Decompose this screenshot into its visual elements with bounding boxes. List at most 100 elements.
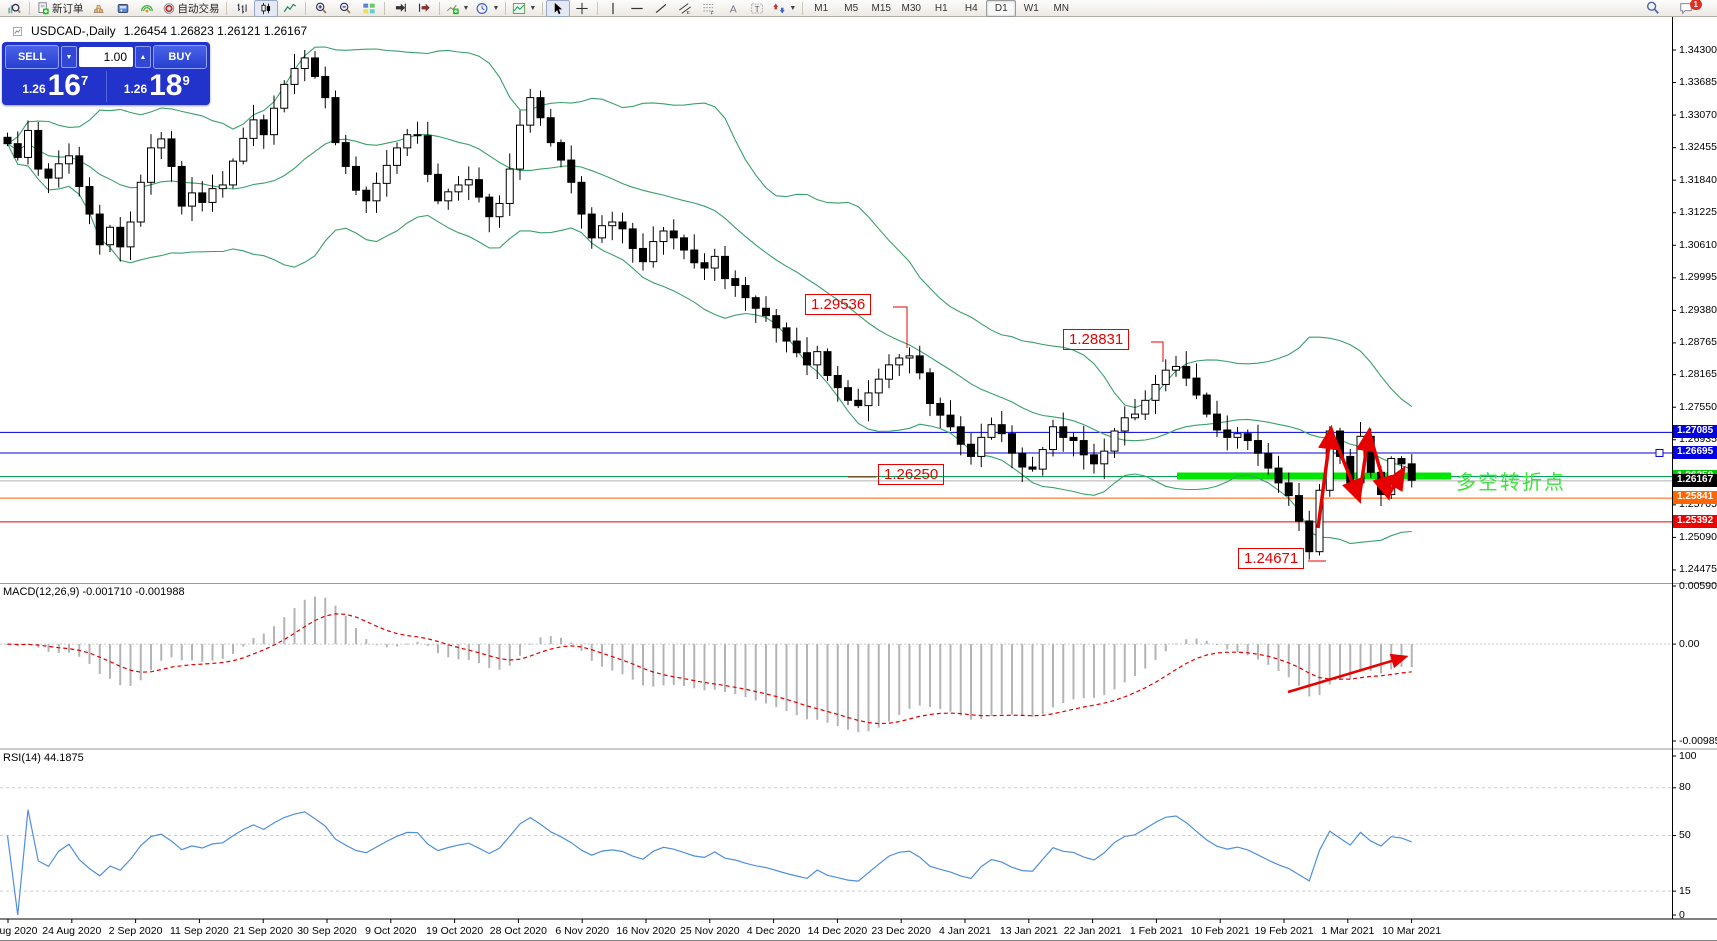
sell-price-display[interactable]: 1.26 16 7 [5, 71, 106, 102]
shapes-tool-button[interactable]: ▼ [769, 0, 799, 17]
zoom-in-button[interactable] [309, 0, 333, 17]
candle-body [290, 68, 299, 85]
timeframe-button-h4[interactable]: H4 [964, 2, 978, 14]
chart-window-button[interactable] [2, 0, 26, 17]
price-tick-label: 80 [1679, 781, 1691, 794]
line-chart-icon [283, 3, 296, 12]
candle-body [1243, 433, 1252, 442]
templates-button[interactable]: ▼ [509, 0, 539, 17]
gold-chart-button[interactable] [87, 0, 111, 17]
macd-histogram-bar [447, 644, 450, 658]
macd-histogram-bar [1298, 644, 1300, 686]
auto-scroll-button[interactable] [388, 0, 412, 17]
candle-body [1110, 430, 1119, 452]
candlestick-chart-button[interactable] [253, 0, 278, 17]
macd-histogram-bar [37, 644, 40, 648]
chart-shift-button[interactable] [412, 0, 436, 17]
periods-button[interactable]: ▼ [472, 0, 502, 17]
candle-body [762, 307, 770, 317]
price-axis[interactable]: 1.34300 1.33685 1.33070 1.32455 1.31840 1.312… [1673, 17, 1717, 921]
candle-body [813, 351, 822, 366]
timeframe-button-m30[interactable]: M30 [901, 2, 921, 14]
timeframe-button-m15[interactable]: M15 [871, 2, 891, 14]
trend-zigzag-arrow[interactable] [1355, 426, 1377, 500]
price-callout-1.26250[interactable]: 1.26250 [878, 464, 945, 485]
macd-histogram-bar [1328, 644, 1331, 685]
macd-histogram-bar [1267, 644, 1270, 665]
trend-zigzag-arrow[interactable] [1384, 465, 1406, 497]
date-label: 23 Dec 2020 [871, 925, 931, 937]
dropdown-caret-icon: ▼ [529, 4, 537, 12]
bar-chart-button[interactable] [230, 0, 254, 17]
candle-body [95, 213, 104, 246]
volume-increase-button[interactable]: ▲ [135, 46, 151, 68]
fibonacci-tool-button[interactable]: F [697, 0, 721, 17]
add-indicator-button[interactable]: ▼ [443, 0, 473, 17]
trendline-tool-button[interactable] [649, 0, 673, 17]
signal-button[interactable] [135, 0, 159, 17]
buy-button[interactable]: BUY [153, 45, 207, 69]
timeframe-button-d1[interactable]: D1 [986, 0, 1017, 17]
macd-histogram-bar [693, 644, 696, 689]
macd-histogram-bar [191, 644, 193, 661]
macd-histogram-bar [16, 644, 19, 647]
horizontal-line-tool-button[interactable] [625, 0, 649, 17]
line-selection-handle[interactable] [1655, 448, 1664, 457]
new-order-button[interactable]: 新订单 [33, 0, 87, 17]
notifications-button[interactable]: 1 [1675, 0, 1711, 17]
macd-histogram-bar [970, 644, 972, 720]
clock-icon [476, 2, 488, 14]
timeframe-button-m1[interactable]: M1 [814, 2, 829, 14]
tile-windows-button[interactable] [357, 0, 381, 17]
autotrading-button[interactable]: 自动交易 [159, 0, 223, 17]
price-callout-1.28831[interactable]: 1.28831 [1063, 329, 1130, 350]
date-label: 16 Aug 2020 [0, 925, 38, 937]
channel-tool-button[interactable]: E [673, 0, 697, 17]
zoom-out-button[interactable] [333, 0, 357, 17]
text-tool-button[interactable]: A [721, 0, 745, 17]
candle-body [710, 255, 719, 269]
candlestick-icon [261, 2, 270, 14]
price-callout-1.24671[interactable]: 1.24671 [1238, 548, 1305, 569]
candle-body [1295, 495, 1303, 522]
candle-body [1182, 365, 1191, 379]
volume-input[interactable]: 1.00 [79, 47, 133, 67]
macd-histogram-bar [590, 644, 593, 661]
macd-histogram-bar [1103, 644, 1106, 696]
volume-decrease-button[interactable]: ▼ [61, 46, 77, 68]
timeframe-button-m5[interactable]: M5 [844, 2, 859, 14]
vertical-line-tool-button[interactable] [601, 0, 625, 17]
buy-price-display[interactable]: 1.26 18 9 [107, 71, 208, 102]
candle-body [1202, 394, 1211, 415]
macd-histogram-bar [826, 644, 829, 723]
crosshair-tool-button[interactable] [570, 0, 594, 17]
timeframe-button-w1[interactable]: W1 [1023, 2, 1039, 14]
macd-trend-arrow[interactable] [1287, 653, 1409, 694]
support-zone-band[interactable] [1177, 472, 1451, 480]
price-badge-1.26695: 1.26695 [1673, 445, 1717, 459]
bollinger-lower-band [7, 143, 1412, 545]
macd-histogram-bar [877, 644, 880, 728]
candle-body [54, 163, 63, 179]
chart-annotation-text[interactable]: 多空转折点 [1456, 472, 1566, 494]
macd-histogram-bar [929, 644, 931, 708]
candle-body [967, 443, 975, 457]
candle-body [1090, 454, 1098, 465]
trend-zigzag-arrow[interactable] [1329, 429, 1362, 504]
search-button[interactable] [1641, 0, 1665, 17]
text-label-tool-button[interactable]: T [745, 0, 769, 17]
sell-button[interactable]: SELL [5, 45, 59, 69]
cursor-tool-button[interactable] [546, 0, 571, 17]
trend-zigzag-arrow[interactable] [1316, 424, 1339, 529]
timeframe-button-h1[interactable]: H1 [934, 2, 948, 14]
price-badge-1.26167: 1.26167 [1673, 473, 1717, 487]
macd-histogram-bar [549, 636, 552, 645]
candle-body [956, 426, 965, 445]
macd-histogram-bar [232, 644, 234, 654]
candle-body [106, 226, 114, 246]
price-callout-1.29536[interactable]: 1.29536 [805, 294, 872, 315]
profile-button[interactable] [111, 0, 135, 17]
timeframe-button-mn[interactable]: MN [1053, 2, 1070, 14]
line-chart-button[interactable] [278, 0, 302, 17]
